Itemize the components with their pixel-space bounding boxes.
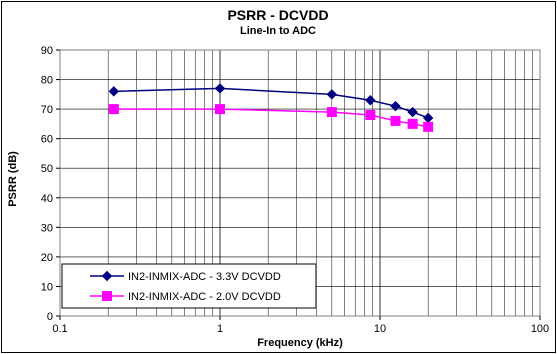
legend-item: IN2-INMIX-ADC - 3.3V DCVDD bbox=[90, 270, 281, 283]
y-tick-label: 20 bbox=[41, 252, 53, 264]
y-tick-label: 60 bbox=[41, 134, 53, 146]
legend-label: IN2-INMIX-ADC - 2.0V DCVDD bbox=[128, 291, 281, 303]
data-point bbox=[407, 106, 418, 118]
data-point bbox=[214, 83, 226, 94]
chart-title: PSRR - DCVDD bbox=[227, 7, 328, 23]
chart-subtitle: Line-In to ADC bbox=[240, 25, 316, 37]
y-tick-label: 90 bbox=[41, 45, 53, 57]
x-tick-label: 1 bbox=[217, 323, 223, 335]
legend-item: IN2-INMIX-ADC - 2.0V DCVDD bbox=[90, 291, 281, 303]
data-point bbox=[365, 95, 376, 106]
data-point bbox=[390, 100, 401, 112]
data-point bbox=[326, 107, 337, 118]
legend-label: IN2-INMIX-ADC - 3.3V DCVDD bbox=[128, 271, 281, 283]
series-2 bbox=[108, 104, 434, 132]
y-tick-label: 80 bbox=[41, 75, 53, 87]
y-axis-label: PSRR (dB) bbox=[7, 151, 19, 207]
series-1 bbox=[108, 83, 434, 124]
data-point bbox=[108, 86, 120, 97]
plot-area bbox=[59, 49, 541, 317]
x-tick-label: 100 bbox=[531, 323, 549, 335]
data-point bbox=[407, 118, 418, 129]
data-point bbox=[390, 115, 401, 126]
series-layer bbox=[108, 83, 434, 132]
data-point bbox=[423, 121, 434, 132]
x-axis-label: Frequency (kHz) bbox=[257, 337, 343, 349]
legend-items: IN2-INMIX-ADC - 3.3V DCVDD IN2-INMIX-ADC … bbox=[90, 270, 281, 303]
data-point bbox=[215, 104, 225, 115]
data-point bbox=[326, 89, 338, 100]
y-axis-ticks: 0 10 20 30 40 50 60 70 80 90 bbox=[41, 45, 60, 323]
legend-swatch-marker bbox=[101, 270, 113, 282]
x-tick-label: 10 bbox=[374, 323, 386, 335]
y-tick-label: 30 bbox=[41, 222, 53, 234]
data-point bbox=[108, 104, 119, 115]
x-axis-ticks: 0.1 1 10 100 bbox=[52, 316, 549, 335]
y-tick-label: 70 bbox=[41, 104, 53, 116]
x-tick-label: 0.1 bbox=[52, 323, 67, 335]
y-tick-label: 50 bbox=[41, 163, 53, 175]
legend-swatch-marker bbox=[102, 291, 112, 301]
y-tick-label: 10 bbox=[41, 281, 53, 293]
y-tick-label: 0 bbox=[47, 311, 53, 323]
data-point bbox=[365, 110, 376, 121]
y-tick-label: 40 bbox=[41, 193, 53, 205]
legend: IN2-INMIX-ADC - 3.3V DCVDD IN2-INMIX-ADC … bbox=[61, 263, 317, 309]
